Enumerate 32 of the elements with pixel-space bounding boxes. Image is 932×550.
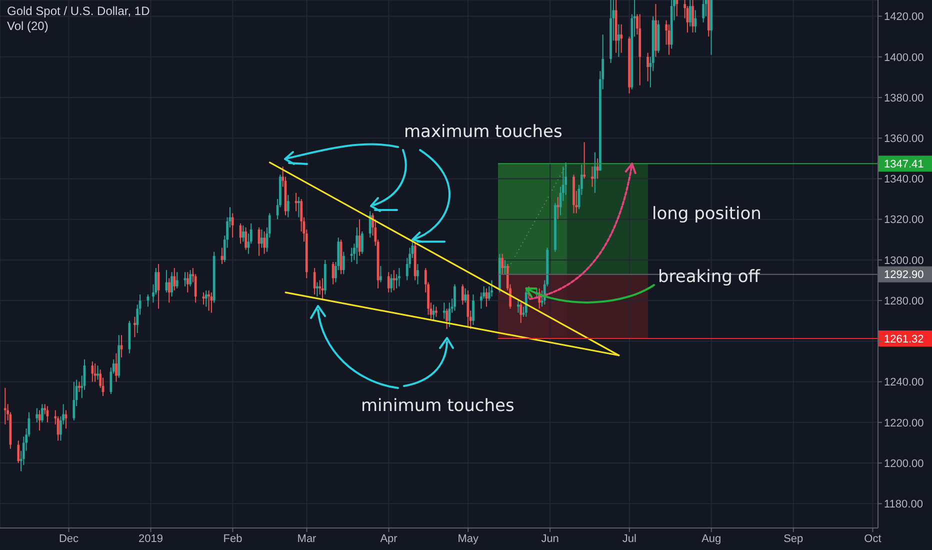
ref-line-label: 1292.90	[884, 269, 924, 282]
x-tick-label: Apr	[380, 532, 398, 545]
annotation: breaking off	[658, 266, 760, 288]
x-tick-label: Mar	[297, 532, 317, 545]
ref-line-label: 1347.41	[884, 158, 924, 171]
y-tick-label: 1400.00	[884, 52, 924, 64]
annotation: minimum touches	[361, 395, 514, 417]
x-tick-label: Jul	[622, 532, 636, 545]
x-tick-label: Feb	[223, 532, 242, 545]
y-tick-label: 1240.00	[884, 376, 924, 389]
x-tick-label: Jun	[541, 532, 559, 545]
x-tick-label: Oct	[864, 532, 882, 545]
y-tick-label: 1380.00	[884, 92, 924, 104]
x-tick-label: Sep	[784, 532, 804, 545]
y-tick-label: 1360.00	[884, 132, 924, 145]
x-tick-label: May	[458, 532, 479, 545]
y-tick-label: 1180.00	[884, 498, 923, 511]
y-tick-label: 1200.00	[884, 458, 924, 470]
annotation: long position	[652, 203, 762, 225]
y-tick-label: 1320.00	[884, 214, 924, 226]
x-tick-label: Dec	[58, 532, 80, 545]
annotation: maximum touches	[404, 121, 562, 143]
ref-line-label: 1261.32	[884, 333, 924, 346]
x-tick-label: 2019	[138, 532, 163, 545]
y-tick-label: 1220.00	[884, 417, 924, 430]
chart-title: Gold Spot / U.S. Dollar, 1D	[7, 4, 150, 19]
x-tick-label: Aug	[702, 532, 722, 545]
text: Vol (20)	[7, 19, 48, 34]
y-tick-label: 1420.00	[884, 11, 924, 24]
y-tick-label: 1340.00	[884, 174, 924, 186]
y-tick-label: 1280.00	[884, 295, 924, 308]
y-tick-label: 1300.00	[884, 254, 924, 267]
